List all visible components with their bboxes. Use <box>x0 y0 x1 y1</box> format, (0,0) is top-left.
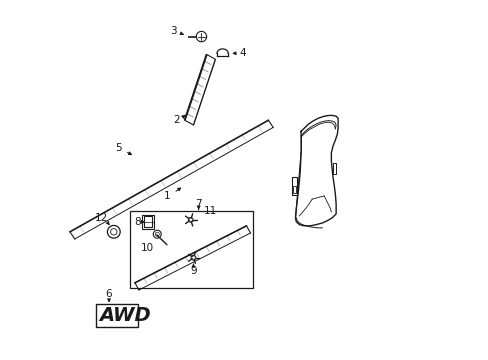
Text: 9: 9 <box>190 266 196 276</box>
Text: 3: 3 <box>170 26 177 36</box>
Text: 5: 5 <box>116 143 122 153</box>
Bar <box>142 215 154 229</box>
Text: 7: 7 <box>195 199 202 209</box>
Text: 10: 10 <box>140 243 153 253</box>
Text: 6: 6 <box>105 289 112 298</box>
Text: 12: 12 <box>94 213 107 223</box>
Bar <box>129 211 253 288</box>
Text: 2: 2 <box>173 115 180 125</box>
Text: AWD: AWD <box>99 306 150 325</box>
Text: 1: 1 <box>163 191 170 201</box>
Bar <box>333 163 335 174</box>
Text: 8: 8 <box>134 217 141 227</box>
Bar <box>291 177 297 195</box>
Text: 4: 4 <box>239 48 245 58</box>
Bar <box>143 216 152 228</box>
Bar <box>292 186 296 193</box>
Text: 11: 11 <box>203 206 217 216</box>
